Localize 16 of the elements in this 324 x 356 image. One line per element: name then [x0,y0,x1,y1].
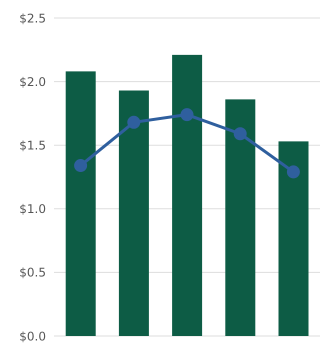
point [234,127,247,140]
y-tick-label: $0.0 [19,329,46,344]
point [180,108,194,122]
point [127,116,140,129]
point [74,159,88,172]
point [286,165,300,178]
y-tick-label: $0.5 [19,266,46,280]
y-tick-label: $1.5 [19,138,46,152]
bar [278,141,309,336]
bar [225,99,256,336]
y-tick-label: $1.0 [19,202,46,216]
y-tick-label: $2.0 [19,74,46,89]
bar [66,71,96,336]
y-tick-label: $2.5 [19,11,46,26]
bar [172,54,202,336]
bar [118,90,149,336]
